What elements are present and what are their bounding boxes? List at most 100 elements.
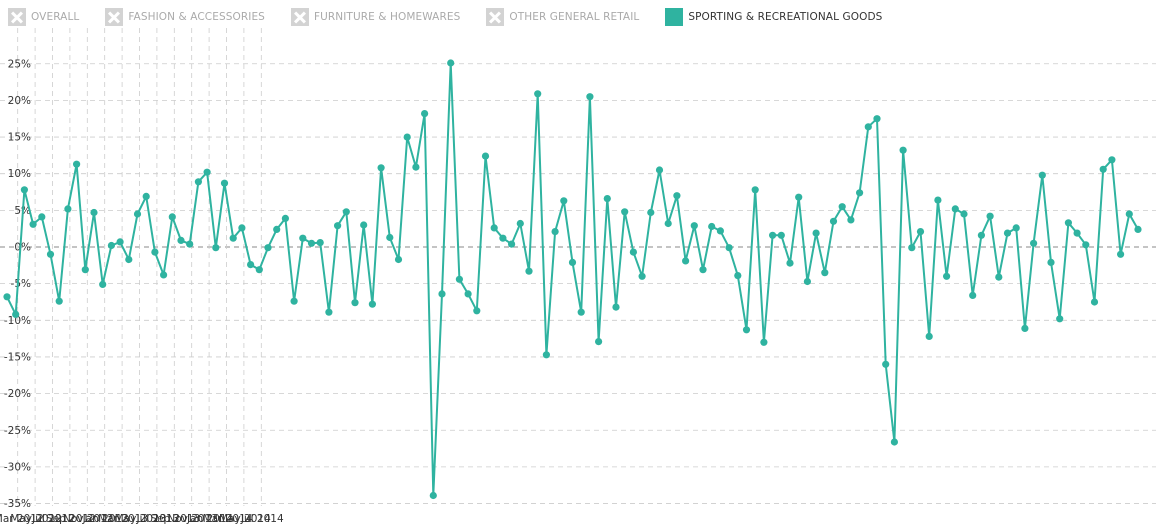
data-point[interactable] — [890, 438, 899, 446]
data-point[interactable] — [107, 241, 115, 250]
data-point[interactable] — [534, 90, 542, 98]
data-point[interactable] — [864, 123, 872, 131]
legend-item-furniture-homewares[interactable]: FURNITURE & HOMEWARES — [290, 8, 460, 26]
data-point[interactable] — [299, 234, 307, 242]
data-point[interactable] — [229, 234, 237, 242]
data-point[interactable] — [116, 238, 124, 246]
data-point[interactable] — [412, 163, 420, 171]
data-point[interactable] — [421, 110, 429, 118]
data-point[interactable] — [220, 179, 229, 187]
data-point[interactable] — [612, 303, 620, 311]
data-point[interactable] — [760, 338, 768, 346]
data-point[interactable] — [1108, 156, 1116, 164]
data-point[interactable] — [568, 258, 577, 266]
data-point[interactable] — [447, 59, 455, 67]
data-point[interactable] — [708, 222, 716, 231]
data-point[interactable] — [716, 227, 725, 235]
data-point[interactable] — [212, 244, 220, 252]
data-point[interactable] — [1099, 165, 1107, 173]
legend-item-sporting-recreational-goods[interactable]: SPORTING & RECREATIONAL GOODS — [665, 8, 882, 26]
data-point[interactable] — [725, 244, 733, 252]
data-point[interactable] — [151, 248, 159, 256]
data-point[interactable] — [551, 228, 559, 236]
data-point[interactable] — [1134, 225, 1142, 233]
data-point[interactable] — [464, 290, 472, 298]
data-point[interactable] — [177, 236, 185, 244]
data-point[interactable] — [1012, 224, 1020, 232]
data-point[interactable] — [1073, 229, 1081, 237]
data-point[interactable] — [577, 308, 585, 316]
data-point[interactable] — [803, 277, 812, 286]
data-point[interactable] — [64, 205, 72, 213]
data-point[interactable] — [351, 299, 359, 307]
data-point[interactable] — [960, 210, 968, 218]
data-point[interactable] — [290, 297, 298, 305]
data-point[interactable] — [769, 231, 777, 239]
data-point[interactable] — [125, 255, 133, 264]
data-point[interactable] — [899, 146, 907, 154]
data-point[interactable] — [481, 152, 490, 160]
data-point[interactable] — [595, 338, 603, 346]
data-point[interactable] — [829, 217, 838, 225]
legend-item-overall[interactable]: OVERALL — [8, 8, 79, 26]
data-point[interactable] — [882, 360, 890, 368]
data-point[interactable] — [3, 293, 11, 301]
data-point[interactable] — [499, 234, 507, 242]
data-point[interactable] — [334, 222, 342, 230]
data-point[interactable] — [403, 133, 411, 141]
data-point[interactable] — [46, 250, 55, 258]
data-point[interactable] — [638, 272, 646, 280]
data-point[interactable] — [969, 291, 977, 299]
data-point[interactable] — [316, 239, 324, 247]
data-point[interactable] — [655, 166, 664, 174]
data-point[interactable] — [838, 203, 846, 211]
data-point[interactable] — [699, 266, 707, 274]
data-point[interactable] — [690, 222, 698, 230]
data-point[interactable] — [916, 228, 925, 236]
data-point[interactable] — [943, 272, 951, 280]
data-point[interactable] — [160, 271, 168, 279]
data-point[interactable] — [951, 205, 959, 213]
data-point[interactable] — [995, 273, 1003, 281]
data-point[interactable] — [934, 196, 942, 204]
data-point[interactable] — [455, 275, 463, 283]
data-point[interactable] — [273, 225, 281, 233]
data-point[interactable] — [795, 193, 803, 201]
data-point[interactable] — [977, 231, 986, 239]
data-point[interactable] — [142, 192, 150, 200]
data-point[interactable] — [325, 308, 333, 316]
data-point[interactable] — [281, 214, 289, 222]
data-point[interactable] — [873, 115, 881, 123]
data-point[interactable] — [38, 213, 46, 221]
data-point[interactable] — [238, 224, 246, 232]
data-point[interactable] — [186, 240, 194, 248]
data-point[interactable] — [734, 272, 742, 280]
data-point[interactable] — [81, 266, 89, 274]
data-point[interactable] — [360, 221, 368, 229]
data-point[interactable] — [647, 208, 655, 217]
data-point[interactable] — [621, 208, 629, 216]
data-point[interactable] — [1056, 315, 1064, 323]
data-point[interactable] — [1064, 219, 1072, 227]
data-point[interactable] — [777, 231, 785, 239]
data-point[interactable] — [203, 168, 211, 176]
data-point[interactable] — [847, 216, 855, 224]
data-point[interactable] — [264, 244, 272, 252]
data-point[interactable] — [1003, 229, 1012, 237]
data-point[interactable] — [586, 93, 594, 101]
data-point[interactable] — [1038, 171, 1046, 179]
data-point[interactable] — [194, 178, 202, 186]
data-point[interactable] — [508, 240, 516, 248]
data-point[interactable] — [1117, 250, 1125, 258]
data-point[interactable] — [673, 192, 681, 200]
legend-item-other-general-retail[interactable]: OTHER GENERAL RETAIL — [486, 8, 639, 26]
data-point[interactable] — [1090, 298, 1099, 306]
data-point[interactable] — [1047, 258, 1055, 266]
data-point[interactable] — [629, 248, 638, 256]
data-point[interactable] — [473, 307, 481, 315]
data-point[interactable] — [856, 189, 864, 197]
data-point[interactable] — [99, 280, 107, 288]
data-point[interactable] — [133, 210, 142, 218]
data-point[interactable] — [168, 213, 176, 221]
data-point[interactable] — [925, 332, 933, 340]
